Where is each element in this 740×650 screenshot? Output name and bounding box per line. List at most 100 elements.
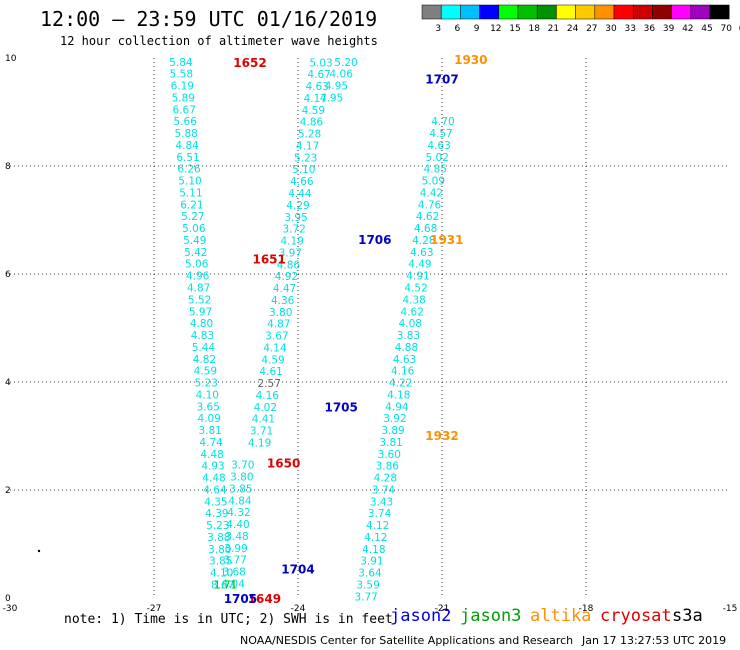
data-point-label: 6.67 <box>173 104 196 116</box>
data-point-label: 3.92 <box>383 413 406 425</box>
credit-text: NOAA/NESDIS Center for Satellite Applica… <box>240 634 574 647</box>
data-point-label: 5.58 <box>170 69 193 81</box>
color-scale-swatch <box>517 4 538 20</box>
data-point-label: 4.39 <box>205 508 228 520</box>
color-scale-label: 30 <box>605 24 617 34</box>
data-point-label: 3.88 <box>207 532 230 544</box>
data-point-label: 4.67 <box>307 69 330 81</box>
data-point-label: 4.82 <box>193 354 216 366</box>
legend-jason3: jason3 <box>460 606 522 626</box>
data-point-label: 3.91 <box>360 556 383 568</box>
data-point-label: 4.02 <box>254 402 277 414</box>
color-scale-swatch <box>536 4 557 20</box>
stray-mark <box>37 549 41 553</box>
time-label: 1707 <box>425 73 458 87</box>
data-point-label: 4.86 <box>277 259 301 271</box>
data-point-label: 4.70 <box>431 116 454 128</box>
color-scale-label: 33 <box>624 24 635 34</box>
data-point-label: 4.22 <box>389 378 412 390</box>
data-point-label: 5.44 <box>192 342 216 354</box>
data-point-label: 4.96 <box>186 271 210 283</box>
data-point-label: 4.91 <box>406 271 429 283</box>
data-point-label: 4.68 <box>414 223 437 235</box>
legend-jason2: jason2 <box>390 606 452 626</box>
data-point-label: 4.17 <box>304 93 327 105</box>
data-point-label: 5.52 <box>188 294 211 306</box>
data-point-label: 4.10 <box>210 568 233 580</box>
time-label: 1705 <box>324 400 357 414</box>
data-point-label: 6.21 <box>180 199 203 211</box>
x-tick-label: -27 <box>147 604 162 614</box>
data-point-label: 4.28 <box>374 473 397 485</box>
color-scale-label: 12 <box>490 24 501 34</box>
color-scale-label: 21 <box>548 24 559 34</box>
color-scale-swatch <box>556 4 576 20</box>
y-tick-label: 8 <box>5 162 11 172</box>
data-point-label: 3.77 <box>354 591 377 603</box>
data-point-label: 5.42 <box>184 247 207 259</box>
data-point-label: 5.89 <box>172 92 195 104</box>
data-point-label: 4.59 <box>302 105 325 117</box>
data-point-label: 4.09 <box>198 413 221 425</box>
data-point-label: 5.20 <box>334 57 357 69</box>
data-point-label: 3.80 <box>230 472 253 484</box>
data-point-label: 4.48 <box>200 449 223 461</box>
data-point-label: 4.84 <box>175 140 199 152</box>
color-scale-label: 45 <box>701 24 712 34</box>
data-point-label: 3.68 <box>222 567 245 579</box>
data-point-label: 4.62 <box>401 306 424 318</box>
legend-altika: altika <box>530 606 592 626</box>
data-point-label: 4.10 <box>196 389 219 401</box>
time-label: 1651 <box>252 252 285 266</box>
color-scale-swatch <box>613 4 634 20</box>
note-text: note: 1) Time is in UTC; 2) SWH is in fe… <box>64 612 393 627</box>
data-point-label: 4.63 <box>306 81 329 93</box>
time-label: 1652 <box>233 56 266 70</box>
time-label: 1649 <box>248 592 281 606</box>
data-point-label: 4.57 <box>429 128 452 140</box>
data-point-label: 4.12 <box>364 532 387 544</box>
color-scale-label: 27 <box>586 24 597 34</box>
y-tick-label: 4 <box>5 378 11 388</box>
data-point-label: 4.41 <box>252 414 275 426</box>
color-scale-swatch <box>440 4 461 20</box>
data-point-label: 5.49 <box>183 235 206 247</box>
data-point-label: 4.38 <box>402 294 425 306</box>
y-tick-label: 2 <box>5 486 11 496</box>
color-scale-swatch <box>594 4 615 20</box>
data-point-label: 3.74 <box>372 484 396 496</box>
data-point-label: 4.80 <box>190 318 213 330</box>
data-point-label: 5.10 <box>292 164 315 176</box>
data-point-label: 4.88 <box>395 342 418 354</box>
data-point-label: 5.66 <box>174 116 198 128</box>
data-point-label: 5.27 <box>181 211 204 223</box>
data-point-label: 3.60 <box>378 449 401 461</box>
data-point-label: 4.64 <box>203 484 227 496</box>
data-point-label: 4.86 <box>300 117 324 129</box>
data-point-label: 2.57 <box>258 378 281 390</box>
legend-cryosat: cryosat <box>600 606 672 626</box>
data-point-label: 3.85 <box>209 556 232 568</box>
color-scale-swatch <box>632 4 653 20</box>
data-point-label: 1.71 <box>214 580 237 592</box>
color-scale-swatch <box>709 4 730 20</box>
data-point-label: 3.99 <box>224 543 247 555</box>
data-point-label: 4.47 <box>273 283 296 295</box>
time-label: 1650 <box>267 456 300 470</box>
color-scale-label: 24 <box>567 24 579 34</box>
data-point-label: 4.87 <box>267 319 290 331</box>
color-scale-label: 3 <box>435 24 441 34</box>
color-scale-swatch <box>460 4 480 20</box>
data-point-label: 6.26 <box>177 164 201 176</box>
data-point-label: 4.84 <box>228 495 252 507</box>
data-point-label: 4.16 <box>256 390 280 402</box>
data-point-label: 5.02 <box>426 152 449 164</box>
data-point-label: 4.16 <box>391 366 415 378</box>
color-scale-label: 36 <box>644 24 656 34</box>
x-tick-label: -30 <box>3 604 18 614</box>
data-point-label: 4.95 <box>325 81 348 93</box>
color-scale-swatch <box>498 4 519 20</box>
data-point-label: 4.92 <box>275 271 298 283</box>
data-point-label: 5.84 <box>169 57 193 69</box>
